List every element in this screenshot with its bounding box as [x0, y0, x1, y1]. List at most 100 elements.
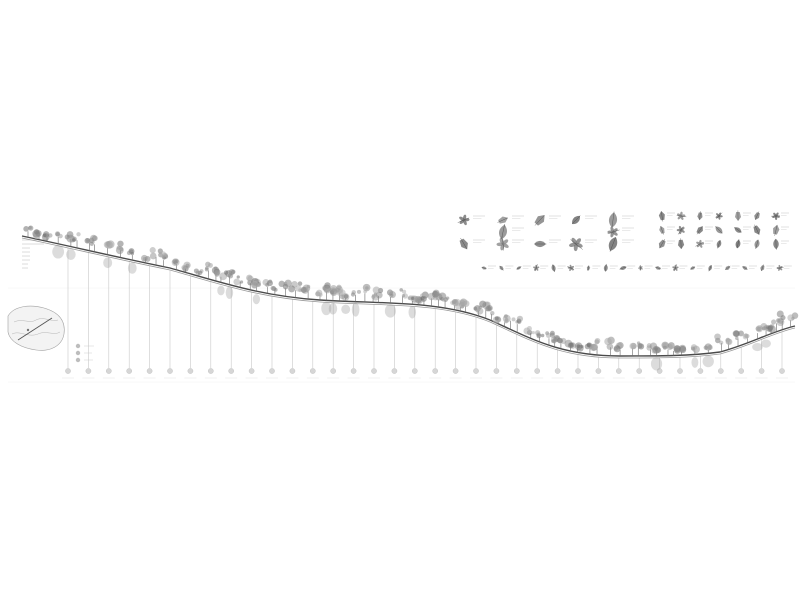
- tree-icon: [459, 298, 470, 313]
- station-marker-icon: [779, 368, 785, 374]
- station-marker-icon: [575, 368, 581, 374]
- leaf-icon: [533, 264, 540, 272]
- leaf-icon: [773, 238, 779, 250]
- station-marker-icon: [616, 368, 622, 374]
- tree-icon: [473, 305, 484, 316]
- tree-icon: [535, 330, 545, 342]
- leaf-icon: [638, 264, 643, 271]
- leaf-icon: [695, 239, 705, 248]
- sheet-guides: [8, 287, 795, 383]
- leaf-icon: [655, 266, 662, 270]
- leaf-icon: [658, 239, 666, 249]
- leaf-icon: [551, 264, 556, 273]
- tree-icon: [300, 284, 311, 300]
- leaf-icon: [716, 240, 722, 249]
- station-markers: [62, 247, 788, 379]
- tree-icon: [742, 333, 750, 344]
- leaf-specimen-panel-b: [658, 210, 789, 250]
- station-marker-icon: [554, 368, 561, 374]
- leaf-icon: [676, 211, 687, 220]
- tree-icon: [339, 293, 351, 315]
- leaf-icon: [771, 212, 781, 221]
- tree-icon: [141, 254, 151, 263]
- leaf-icon: [754, 211, 760, 221]
- tree-icon: [591, 337, 601, 356]
- tree-icon: [315, 289, 323, 300]
- leaf-icon: [603, 263, 608, 272]
- tree-icon: [399, 288, 408, 304]
- tree-icon: [732, 330, 744, 347]
- tree-icon: [246, 274, 254, 290]
- leaf-icon: [773, 224, 780, 236]
- leaf-icon: [735, 239, 741, 249]
- tree-icon: [88, 234, 98, 252]
- leaf-icon: [567, 264, 575, 272]
- station-marker-icon: [269, 368, 275, 374]
- station-marker-icon: [126, 368, 132, 374]
- leaf-icon: [754, 239, 760, 249]
- leaf-icon: [715, 226, 723, 234]
- leaf-icon: [569, 237, 583, 252]
- tree-icon: [776, 310, 786, 330]
- tree-icon: [674, 344, 687, 356]
- station-marker-icon: [677, 368, 683, 374]
- tree-icon: [223, 269, 236, 299]
- station-marker-icon: [718, 368, 724, 374]
- legend-text-block: [22, 239, 48, 269]
- tree-icon: [650, 345, 663, 371]
- station-marker-icon: [697, 368, 704, 374]
- leaf-icon: [753, 224, 761, 235]
- leaf-icon: [715, 212, 723, 220]
- station-marker-icon: [167, 368, 173, 374]
- leaf-icon: [734, 227, 742, 233]
- leaf-icon: [481, 266, 487, 270]
- tree-icon: [52, 231, 65, 259]
- tree-icon: [350, 289, 361, 317]
- station-marker-icon: [493, 368, 500, 374]
- tree-icon: [636, 341, 645, 356]
- tree-icon: [362, 283, 371, 303]
- station-marker-icon: [106, 368, 112, 374]
- station-marker-icon: [309, 368, 316, 374]
- leaf-icon: [497, 216, 509, 224]
- tree-icon: [787, 312, 799, 328]
- tree-icon: [204, 261, 213, 280]
- tree-icon: [103, 240, 115, 269]
- tree-icon: [23, 225, 34, 238]
- leaf-icon: [499, 265, 504, 271]
- tree-icon: [557, 337, 567, 349]
- station-marker-icon: [228, 368, 234, 374]
- leaf-icon: [742, 265, 748, 270]
- terrain-profile: [21, 235, 796, 357]
- station-marker-icon: [636, 368, 643, 374]
- tree-icon: [41, 231, 53, 242]
- leaf-specimen-strip: [481, 263, 792, 273]
- leaf-specimen-panel-a: [457, 211, 634, 252]
- station-marker-icon: [738, 368, 745, 374]
- leaf-icon: [457, 214, 470, 226]
- tree-icon: [438, 292, 450, 309]
- leaf-icon: [696, 226, 703, 235]
- tree-icon: [372, 286, 384, 303]
- station-marker-icon: [452, 368, 459, 374]
- station-marker-icon: [534, 368, 541, 374]
- tree-icon: [115, 240, 124, 258]
- tree-icon: [725, 337, 733, 350]
- tree-icon: [69, 232, 81, 248]
- leaf-icon: [760, 264, 765, 272]
- tree-icon: [419, 291, 429, 306]
- tree-icon: [335, 284, 346, 302]
- leaf-icon: [608, 236, 618, 252]
- tree-icon: [564, 339, 576, 352]
- leaf-icon: [734, 210, 742, 222]
- tree-icon: [181, 261, 191, 273]
- tree-icon: [523, 326, 535, 339]
- site-locator-map-icon: [7, 305, 65, 351]
- station-marker-icon: [758, 368, 765, 374]
- station-marker-icon: [473, 368, 479, 374]
- leaf-icon: [534, 240, 547, 248]
- station-marker-icon: [187, 368, 194, 374]
- station-marker-icon: [595, 368, 602, 374]
- leaf-icon: [586, 265, 591, 271]
